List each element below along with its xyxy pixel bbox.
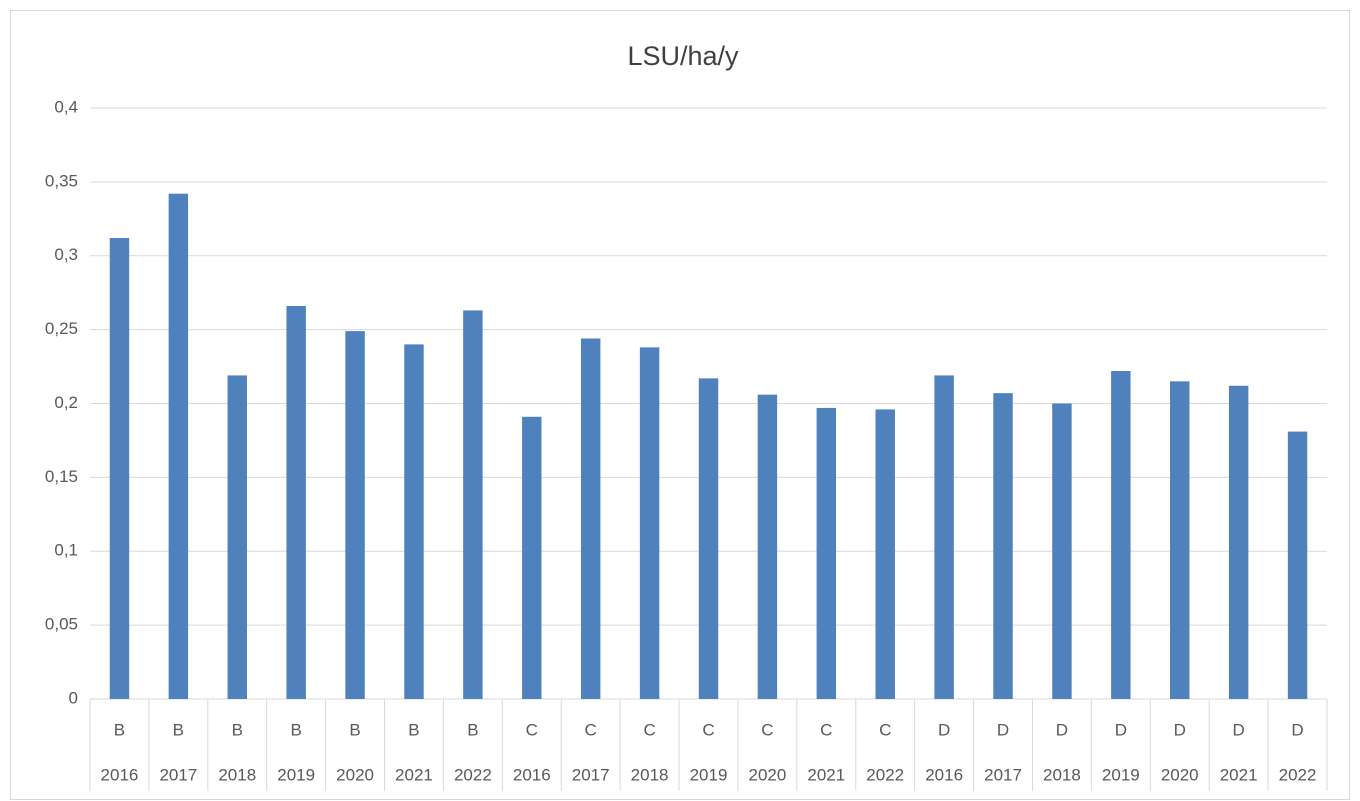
bar xyxy=(993,393,1013,699)
x-tick-label: 2019 xyxy=(1102,765,1140,784)
x-group-label: B xyxy=(114,720,125,739)
y-tick-label: 0,1 xyxy=(54,541,78,560)
bar xyxy=(1170,381,1190,699)
x-group-label: C xyxy=(526,720,538,739)
x-group-label: D xyxy=(1115,720,1127,739)
x-tick-label: 2018 xyxy=(631,765,669,784)
bar xyxy=(463,310,483,699)
bar xyxy=(875,409,895,699)
y-tick-label: 0,15 xyxy=(45,467,78,486)
bar xyxy=(1052,403,1072,699)
x-tick-label: 2019 xyxy=(277,765,315,784)
x-group-label: D xyxy=(1291,720,1303,739)
x-group-label: B xyxy=(408,720,419,739)
y-tick-label: 0,2 xyxy=(54,393,78,412)
x-group-label: B xyxy=(467,720,478,739)
bar xyxy=(1228,385,1249,699)
bar xyxy=(286,305,306,699)
x-tick-label: 2017 xyxy=(159,765,197,784)
x-group-label: D xyxy=(1056,720,1068,739)
x-group-label: C xyxy=(879,720,891,739)
x-tick-label: 2016 xyxy=(101,765,139,784)
x-group-label: C xyxy=(702,720,714,739)
x-group-label: B xyxy=(173,720,184,739)
x-tick-label: 2020 xyxy=(748,765,786,784)
bar xyxy=(522,416,542,699)
x-group-label: B xyxy=(232,720,243,739)
x-tick-label: 2016 xyxy=(925,765,963,784)
bar xyxy=(345,331,365,699)
x-tick-label: 2018 xyxy=(218,765,256,784)
bar xyxy=(404,344,424,699)
x-tick-label: 2018 xyxy=(1043,765,1081,784)
x-tick-label: 2021 xyxy=(395,765,433,784)
bar xyxy=(227,375,247,699)
x-tick-label: 2022 xyxy=(1279,765,1317,784)
bar xyxy=(1111,370,1131,699)
chart-border xyxy=(10,10,1350,800)
x-tick-label: 2022 xyxy=(454,765,492,784)
bar xyxy=(1287,431,1308,699)
y-tick-label: 0,25 xyxy=(45,319,78,338)
x-tick-label: 2017 xyxy=(572,765,610,784)
x-tick-label: 2020 xyxy=(336,765,374,784)
y-tick-label: 0 xyxy=(69,688,78,707)
bar xyxy=(168,193,189,699)
bar xyxy=(580,338,601,699)
x-group-label: B xyxy=(349,720,360,739)
x-group-label: D xyxy=(1174,720,1186,739)
bar xyxy=(816,407,837,699)
bar xyxy=(639,347,660,699)
x-tick-label: 2016 xyxy=(513,765,551,784)
y-tick-label: 0,05 xyxy=(45,615,78,634)
y-tick-label: 0,4 xyxy=(54,97,78,116)
x-tick-label: 2021 xyxy=(1220,765,1258,784)
x-tick-label: 2017 xyxy=(984,765,1022,784)
y-tick-label: 0,35 xyxy=(45,171,78,190)
bar xyxy=(698,378,719,699)
x-group-label: C xyxy=(585,720,597,739)
bar xyxy=(934,375,954,699)
x-group-label: C xyxy=(761,720,773,739)
x-tick-label: 2020 xyxy=(1161,765,1199,784)
x-group-label: C xyxy=(643,720,655,739)
x-group-label: D xyxy=(1233,720,1245,739)
bar xyxy=(109,238,130,699)
x-group-label: B xyxy=(290,720,301,739)
chart-title: LSU/ha/y xyxy=(627,41,739,71)
x-group-label: C xyxy=(820,720,832,739)
y-tick-label: 0,3 xyxy=(54,245,78,264)
x-tick-label: 2022 xyxy=(866,765,904,784)
x-group-label: D xyxy=(997,720,1009,739)
x-tick-label: 2019 xyxy=(690,765,728,784)
bar xyxy=(757,394,778,699)
x-group-label: D xyxy=(938,720,950,739)
x-tick-label: 2021 xyxy=(807,765,845,784)
